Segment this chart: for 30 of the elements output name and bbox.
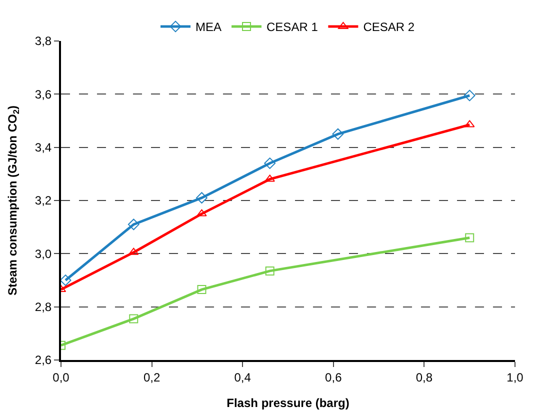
- point: [61, 274, 72, 286]
- point: [196, 192, 208, 204]
- y-tick-label: 2,8: [34, 300, 52, 314]
- y-tick-label: 3,8: [34, 34, 52, 48]
- point: [265, 266, 274, 276]
- y-tick-label: 3,4: [34, 140, 52, 155]
- point: [128, 218, 140, 230]
- x-tick-label: 1,0: [506, 370, 524, 384]
- legend-label: CESAR 1: [266, 20, 318, 34]
- y-tick-label: 3,6: [34, 87, 52, 102]
- point: [465, 233, 474, 242]
- x-axis-title: Flash pressure (barg): [226, 396, 350, 410]
- point: [129, 314, 138, 324]
- y-tick-label: 3,2: [34, 194, 52, 208]
- x-tick-label: 0,4: [234, 370, 252, 384]
- y-tick-label: 3,0: [34, 246, 52, 261]
- point: [197, 285, 206, 294]
- x-tick-label: 0,6: [325, 370, 342, 384]
- x-tick-label: 0,8: [416, 370, 433, 384]
- point: [332, 128, 344, 140]
- y-tick-label: 2,6: [34, 353, 52, 368]
- x-tick-label: 0,0: [52, 370, 70, 384]
- point: [264, 174, 275, 182]
- legend-label: CESAR 2: [363, 20, 415, 34]
- x-tick-label: 0,2: [143, 370, 160, 384]
- point: [264, 158, 276, 169]
- point: [464, 90, 476, 102]
- legend-label: MEA: [196, 20, 222, 34]
- point: [196, 209, 207, 216]
- point: [128, 248, 139, 255]
